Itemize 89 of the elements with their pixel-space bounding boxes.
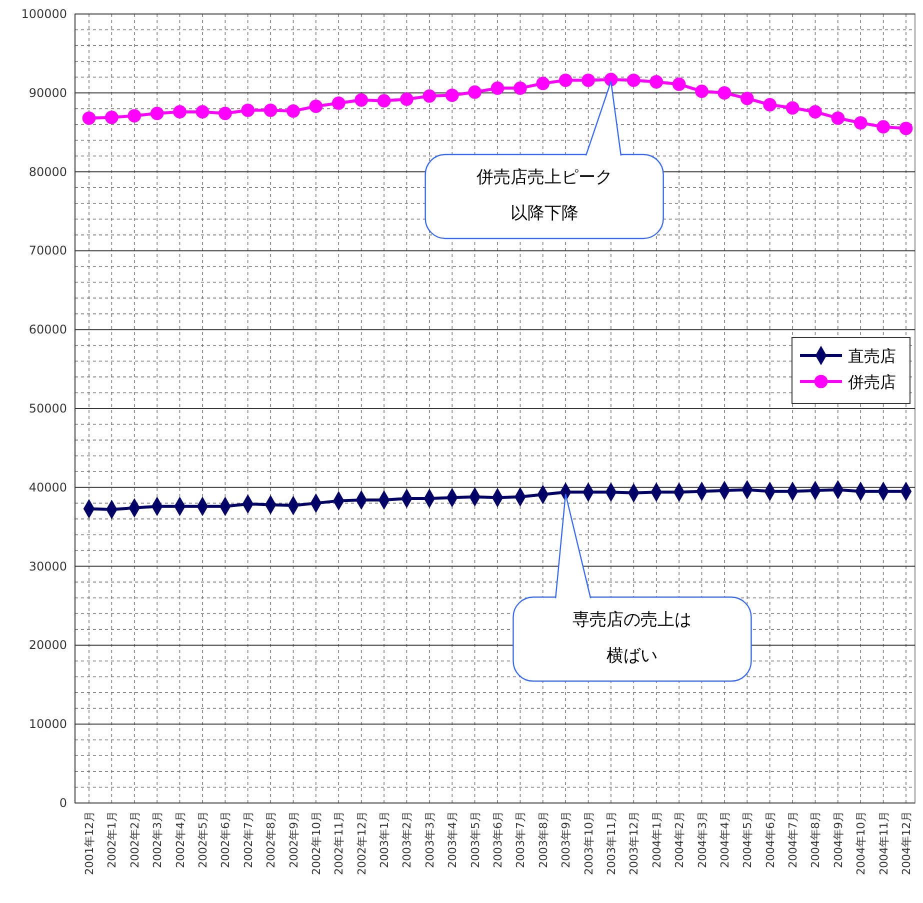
x-tick-label: 2003年4月	[446, 811, 460, 868]
y-tick-label: 10000	[28, 717, 67, 732]
x-tick-label: 2002年10月	[310, 811, 323, 875]
x-tick-label: 2002年7月	[242, 811, 255, 868]
x-tick-label: 2002年12月	[355, 811, 368, 875]
point	[128, 109, 142, 122]
x-tick-label: 2002年8月	[264, 811, 278, 868]
point	[150, 106, 164, 120]
x-tick-label: 2004年9月	[832, 811, 845, 868]
x-tick-label: 2002年2月	[128, 811, 142, 868]
point	[808, 105, 822, 118]
x-tick-label: 2003年1月	[378, 811, 392, 868]
point	[468, 85, 482, 99]
point	[354, 93, 368, 107]
point	[400, 92, 414, 106]
point	[536, 76, 550, 90]
point	[831, 111, 845, 125]
x-tick-label: 2004年3月	[696, 811, 709, 868]
x-tick-label: 2004年6月	[764, 811, 777, 868]
point	[763, 98, 777, 112]
y-tick-label: 100000	[21, 7, 67, 21]
point	[377, 94, 391, 108]
point	[105, 110, 118, 124]
x-tick-label: 2003年2月	[400, 811, 414, 868]
y-tick-label: 60000	[28, 322, 67, 337]
point	[672, 78, 686, 91]
y-tick-label: 20000	[28, 638, 67, 652]
x-tick-label: 2004年10月	[854, 811, 868, 875]
x-tick-label: 2002年1月	[106, 811, 119, 868]
x-tick-label: 2004年8月	[809, 811, 822, 868]
x-tick-label: 2004年2月	[673, 811, 686, 868]
point	[514, 82, 527, 95]
point	[786, 101, 800, 115]
point	[558, 74, 572, 87]
x-tick-label: 2002年3月	[151, 811, 164, 868]
point	[876, 120, 890, 134]
point	[264, 104, 278, 117]
point	[196, 105, 210, 118]
point	[626, 74, 640, 87]
y-tick-label: 80000	[28, 164, 67, 179]
legend-label: 直売店	[848, 346, 896, 366]
point	[218, 106, 232, 120]
x-tick-label: 2002年4月	[174, 811, 187, 868]
y-tick-label: 40000	[28, 480, 67, 494]
x-tick-label: 2003年7月	[514, 811, 528, 868]
x-tick-label: 2002年9月	[287, 811, 300, 868]
y-tick-label: 30000	[28, 559, 67, 574]
x-tick-label: 2003年12月	[628, 811, 641, 875]
x-tick-label: 2003年9月	[560, 811, 573, 868]
legend-label: 併売店	[847, 372, 896, 392]
point	[309, 100, 323, 113]
point	[332, 96, 346, 110]
x-tick-label: 2002年11月	[332, 811, 346, 875]
x-tick-label: 2004年1月	[650, 811, 664, 868]
x-tick-label: 2003年10月	[582, 811, 596, 875]
x-tick-label: 2003年3月	[423, 811, 436, 868]
x-tick-label: 2003年6月	[492, 811, 504, 868]
y-tick-label: 0	[59, 796, 67, 810]
y-tick-label: 90000	[28, 86, 67, 100]
point	[604, 72, 618, 86]
point	[854, 116, 868, 130]
x-tick-label: 2002年5月	[196, 811, 210, 868]
point	[650, 75, 664, 89]
annotation: 専売店の売上は横ばい	[572, 610, 692, 666]
x-tick-label: 2004年12月	[900, 811, 913, 875]
point	[718, 86, 732, 100]
point	[740, 92, 754, 106]
x-tick-label: 2003年11月	[604, 811, 618, 875]
x-tick-label: 2001年12月	[83, 811, 96, 875]
x-tick-label: 2002年6月	[219, 811, 232, 868]
point	[241, 104, 255, 117]
x-tick-label: 2003年5月	[468, 811, 482, 868]
x-tick-label: 2004年11月	[877, 811, 890, 875]
point	[899, 122, 913, 136]
x-tick-label: 2003年8月	[536, 811, 550, 868]
point	[445, 88, 459, 102]
y-tick-label: 50000	[28, 402, 67, 416]
point	[582, 74, 595, 87]
point	[422, 89, 436, 103]
x-tick-label: 2004年4月	[718, 811, 732, 868]
point	[490, 82, 504, 95]
y-tick-label: 70000	[28, 244, 67, 258]
x-tick-label: 2004年7月	[786, 811, 800, 868]
x-tick-label: 2004年5月	[741, 811, 754, 868]
point	[286, 104, 300, 118]
annotation: 併売店売上ピーク以降下降	[475, 167, 612, 224]
point	[173, 105, 186, 118]
point	[695, 84, 708, 98]
point	[82, 111, 96, 125]
